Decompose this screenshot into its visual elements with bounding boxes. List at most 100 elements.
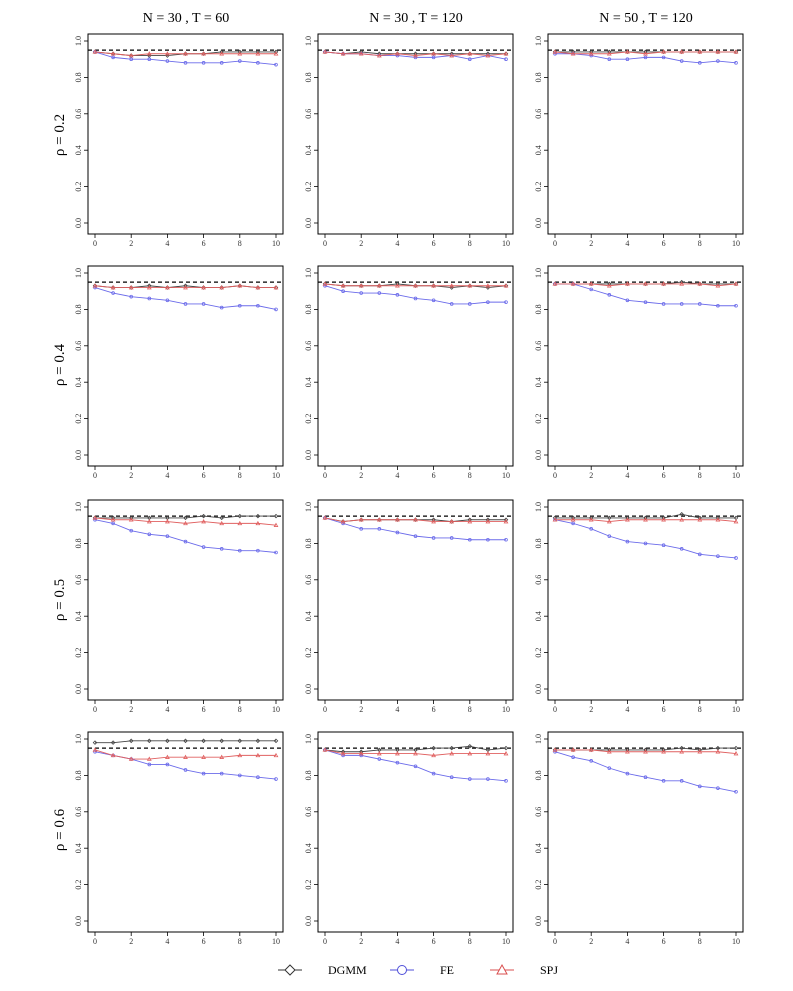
point-fe — [256, 548, 260, 553]
series-spj — [92, 283, 279, 290]
point-spj — [183, 520, 188, 526]
series-spj — [322, 747, 509, 758]
panels: 0.0 0.2 0.4 0.6 0.8 1.0 0 2 4 6 8 10 0.0 0.2 0.4 0.6 0.8… — [74, 33, 744, 946]
point-fe — [486, 777, 490, 781]
y-tick-label: 0.8 — [534, 304, 543, 314]
point-dgmm — [110, 740, 116, 745]
point-spj — [376, 283, 382, 288]
x-tick-label: 4 — [165, 471, 169, 480]
panel-frame — [87, 499, 284, 701]
point-fe — [449, 302, 454, 306]
point-fe — [395, 530, 400, 535]
point-fe — [274, 550, 278, 555]
point-spj — [110, 285, 116, 290]
point-fe — [147, 57, 152, 61]
x-tick-label: 8 — [468, 471, 472, 480]
point-spj — [92, 515, 98, 520]
legend-item-fe: FE — [390, 963, 454, 977]
y-tick-label: 0.2 — [304, 414, 313, 424]
legend-marker-fe — [397, 965, 407, 975]
point-spj — [431, 51, 436, 56]
y-tick-label: 0.6 — [304, 575, 313, 585]
y-tick-label: 0.0 — [304, 916, 313, 926]
point-spj — [183, 285, 188, 290]
y-tick-label: 0.2 — [304, 880, 313, 890]
point-fe — [504, 300, 508, 304]
point-fe — [377, 757, 382, 761]
x-tick-label: 0 — [553, 937, 557, 946]
point-dgmm — [237, 513, 243, 519]
point-spj — [697, 517, 703, 522]
panel-frame — [317, 265, 514, 467]
point-fe — [431, 55, 436, 60]
y-tick-label: 0.6 — [74, 575, 83, 585]
point-fe — [201, 545, 206, 549]
x-tick-label: 2 — [129, 705, 133, 714]
point-fe — [625, 771, 630, 776]
point-fe — [716, 554, 720, 558]
y-tick-label: 0.4 — [304, 843, 313, 853]
point-fe — [716, 786, 720, 790]
y-tick-label: 0.0 — [304, 218, 313, 228]
point-spj — [552, 747, 558, 752]
point-dgmm — [183, 515, 188, 521]
panel-r3-c2: 0.0 0.2 0.4 0.6 0.8 1.0 0 2 4 6 8 10 — [304, 499, 514, 714]
y-tick-label: 0.2 — [534, 182, 543, 192]
y-tick-label: 1.0 — [304, 734, 313, 744]
point-dgmm — [733, 745, 739, 751]
column-title-1: N = 30 , T = 60 — [143, 11, 229, 26]
point-spj — [165, 285, 170, 290]
point-spj — [237, 520, 243, 526]
point-dgmm — [201, 513, 206, 519]
y-tick-label: 0.2 — [304, 648, 313, 658]
x-tick-label: 10 — [732, 239, 740, 248]
point-fe — [413, 534, 418, 538]
row-labels: ρ = 0.2 ρ = 0.4 ρ = 0.5 ρ = 0.6 — [52, 114, 68, 851]
point-spj — [467, 283, 473, 288]
point-spj — [643, 749, 648, 754]
point-dgmm — [255, 738, 261, 744]
y-tick-label: 1.0 — [534, 734, 543, 744]
point-spj — [570, 747, 576, 752]
x-tick-label: 8 — [698, 239, 702, 248]
point-spj — [322, 281, 328, 286]
point-fe — [504, 537, 508, 542]
point-dgmm — [449, 745, 454, 751]
y-tick-label: 0.6 — [74, 341, 83, 351]
point-spj — [485, 751, 491, 756]
y-tick-label: 0.6 — [304, 807, 313, 817]
series-spj — [552, 517, 739, 524]
y-tick-label: 0.2 — [534, 880, 543, 890]
point-fe — [238, 773, 242, 778]
point-spj — [606, 51, 612, 56]
y-tick-label: 0.0 — [74, 218, 83, 228]
series-spj — [322, 49, 509, 58]
point-spj — [322, 515, 328, 520]
point-spj — [395, 283, 400, 288]
y-tick-label: 0.4 — [74, 145, 83, 155]
point-dgmm — [165, 738, 170, 744]
point-spj — [165, 754, 170, 759]
point-dgmm — [503, 745, 509, 751]
point-spj — [273, 285, 279, 290]
x-tick-label: 2 — [359, 937, 363, 946]
series-line-dgmm — [324, 745, 507, 753]
series-line-spj — [94, 749, 276, 760]
x-tick-label: 4 — [625, 239, 629, 248]
point-spj — [449, 519, 455, 524]
row-label-1: ρ = 0.2 — [52, 114, 68, 156]
series-line-dgmm — [95, 515, 276, 519]
series-fe — [93, 517, 278, 555]
point-spj — [358, 283, 364, 288]
x-tick-label: 6 — [202, 705, 206, 714]
point-fe — [219, 61, 224, 65]
point-spj — [128, 53, 134, 58]
point-spj — [715, 283, 721, 288]
point-spj — [183, 754, 188, 759]
point-spj — [219, 754, 225, 759]
row-label-2: ρ = 0.4 — [52, 343, 68, 386]
x-tick-label: 6 — [662, 705, 666, 714]
point-spj — [697, 749, 703, 754]
y-tick-label: 1.0 — [534, 36, 543, 46]
point-spj — [110, 517, 116, 522]
